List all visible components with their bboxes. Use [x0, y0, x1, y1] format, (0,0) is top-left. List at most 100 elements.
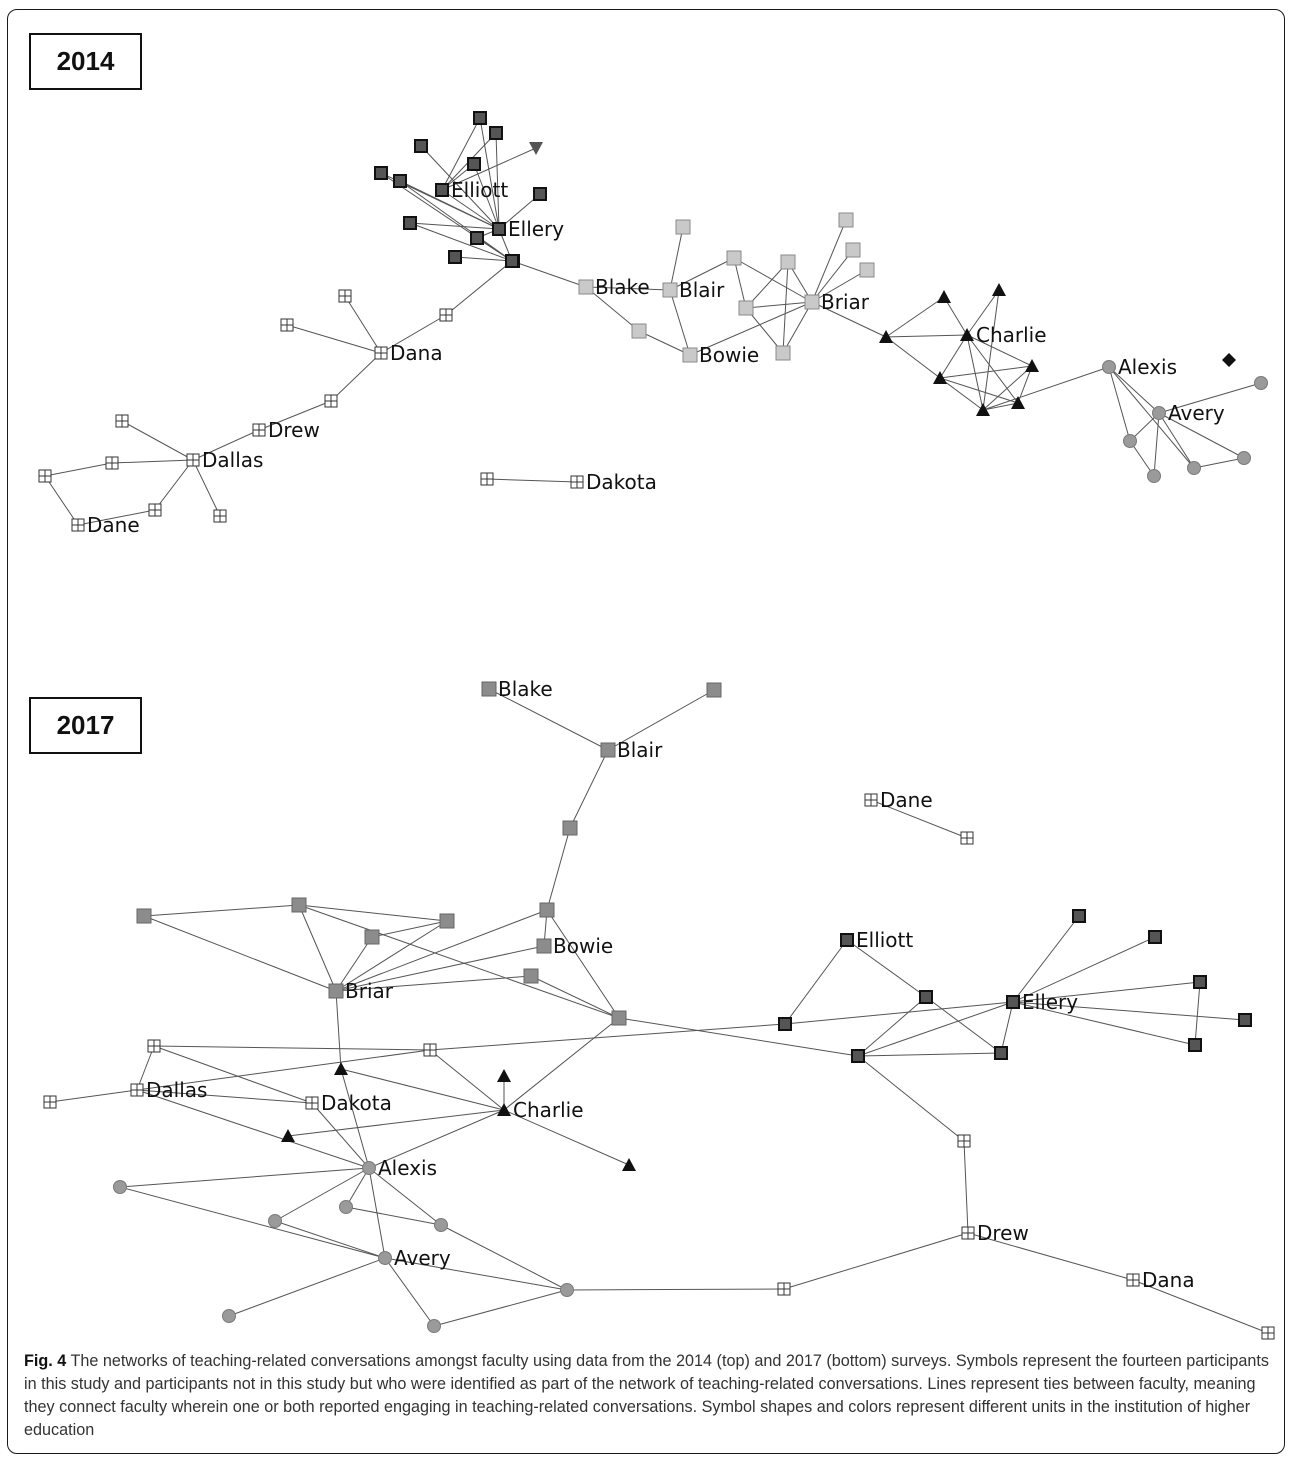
edge-b_ellery-b_k2 — [1012, 915, 1080, 1003]
node-b_drew — [961, 1226, 975, 1240]
node-b_blair — [600, 742, 616, 758]
edge-b_s3-b_briar — [335, 909, 548, 992]
node-t_e7 — [403, 216, 417, 230]
edges — [44, 117, 1262, 526]
node-b_briar — [328, 983, 344, 999]
edge-t_d10-t_dakota — [486, 478, 578, 483]
edges — [49, 688, 1269, 1334]
edge-t_d4-t_drew — [258, 400, 332, 431]
node-t_tri — [529, 142, 543, 155]
edge-t_e4-t_ellery — [420, 145, 500, 230]
edge-t_e6-t_ellery — [399, 180, 500, 230]
edge-t_briar-t_b7 — [811, 219, 847, 303]
edge-b_drew-b_dana — [967, 1232, 1134, 1281]
edge-t_d8-t_dane — [77, 509, 156, 526]
node-label-b_charlie: Charlie — [513, 1098, 584, 1122]
node-t_a4 — [1237, 451, 1251, 465]
node-b_dane — [864, 793, 878, 807]
edge-t_avery-t_a3 — [1158, 412, 1195, 469]
node-t_drew — [252, 423, 266, 437]
edge-b_c1-b_avery — [119, 1186, 386, 1259]
node-b_dana — [1126, 1273, 1140, 1287]
edge-b_s5-b_hub — [298, 904, 620, 1019]
edge-t_e8-t_hub — [454, 256, 513, 262]
node-label-b_dallas: Dallas — [146, 1078, 207, 1102]
edge-b_k6-b_ellery — [857, 1001, 1014, 1057]
figure-label: Fig. 4 — [24, 1352, 67, 1370]
node-label-t_blake: Blake — [595, 275, 650, 299]
node-b_k4 — [1238, 1013, 1252, 1027]
edge-t_dallas-t_d6 — [111, 459, 194, 464]
node-t_b5 — [780, 254, 796, 270]
edge-t_dana-t_d3 — [286, 324, 382, 354]
node-label-b_dane: Dane — [880, 788, 933, 812]
node-t_bowie — [682, 347, 698, 363]
edge-t_briar-t_b9 — [811, 269, 868, 303]
node-b_k1 — [778, 1017, 792, 1031]
node-label-t_charlie: Charlie — [976, 323, 1047, 347]
node-t_e2 — [489, 126, 503, 140]
node-t_e5 — [374, 166, 388, 180]
edge-t_dallas-t_d8 — [154, 459, 194, 511]
node-t_d5 — [115, 414, 129, 428]
node-label-b_blair: Blair — [617, 738, 663, 762]
edge-t_hub-t_blake — [511, 260, 587, 288]
edge-b_s8-b_briar — [335, 975, 532, 992]
edge-b_alexis-b_c2 — [274, 1167, 370, 1222]
node-label-b_drew: Drew — [977, 1221, 1029, 1245]
node-b_g2 — [43, 1095, 57, 1109]
node-t_ellery — [492, 222, 506, 236]
node-label-b_avery: Avery — [394, 1246, 451, 1270]
edge-b_s8-b_hub — [530, 975, 620, 1019]
node-b_t3 — [281, 1129, 295, 1142]
node-label-t_ellery: Ellery — [508, 217, 564, 241]
node-t_d2 — [338, 289, 352, 303]
node-b_ellery — [1006, 995, 1020, 1009]
node-t_c6 — [1011, 396, 1025, 409]
node-label-b_alexis: Alexis — [378, 1156, 437, 1180]
node-b_g3 — [423, 1043, 437, 1057]
node-t_dakota — [570, 475, 584, 489]
caption-text: The networks of teaching-related convers… — [24, 1352, 1270, 1439]
edge-t_c5-t_c7 — [982, 365, 1033, 411]
node-t_c2 — [937, 290, 951, 303]
edge-t_dana-t_d2 — [344, 295, 382, 354]
edge-b_s2-b_s3 — [546, 827, 571, 911]
edge-t_avery-t_a5 — [1158, 382, 1262, 414]
node-t_briar — [804, 294, 820, 310]
node-t_a2 — [1147, 469, 1161, 483]
edge-t_e7-t_hub — [409, 222, 513, 262]
edge-b_ellery-b_k3 — [1012, 936, 1156, 1003]
node-label-t_dana: Dana — [390, 341, 443, 365]
figure-caption: Fig. 4 The networks of teaching-related … — [24, 1350, 1269, 1442]
edge-b_k1-b_elliott — [784, 939, 848, 1025]
edge-t_alexis-t_a1 — [1108, 366, 1131, 442]
edge-b_g3-b_charlie — [429, 1049, 505, 1111]
node-label-b_briar: Briar — [345, 979, 394, 1003]
edge-t_d9-t_dane — [44, 475, 79, 526]
node-t_d3 — [280, 318, 294, 332]
node-b_c1 — [113, 1180, 127, 1194]
node-label-t_dallas: Dallas — [202, 448, 263, 472]
edge-t_c4-t_c7 — [939, 377, 984, 411]
edge-t_c4-t_c6 — [939, 377, 1019, 404]
node-t_d4 — [324, 394, 338, 408]
edge-b_dallas-b_alexis — [136, 1089, 370, 1169]
edge-b_bowie-b_briar — [335, 945, 545, 992]
node-t_dana — [374, 346, 388, 360]
node-b_g7 — [777, 1282, 791, 1296]
node-b_dallas — [130, 1083, 144, 1097]
edge-b_k6-b_g5 — [857, 1055, 965, 1142]
node-t_d7 — [213, 509, 227, 523]
edge-t_b1-t_bowie — [638, 330, 691, 356]
edge-b_c6-b_c7 — [433, 1289, 568, 1327]
network-2017: Blake Blair Bowie Briar Elliott Ellery Charlie… — [43, 677, 1275, 1340]
node-b_s1 — [706, 682, 722, 698]
edge-t_e2-t_ellery — [495, 132, 500, 230]
edge-b_s5-b_s6 — [298, 904, 448, 922]
edge-t_a3-t_a4 — [1193, 457, 1245, 469]
edge-t_c1-t_charlie — [885, 334, 968, 338]
edge-b_hub-b_charlie — [503, 1017, 620, 1111]
